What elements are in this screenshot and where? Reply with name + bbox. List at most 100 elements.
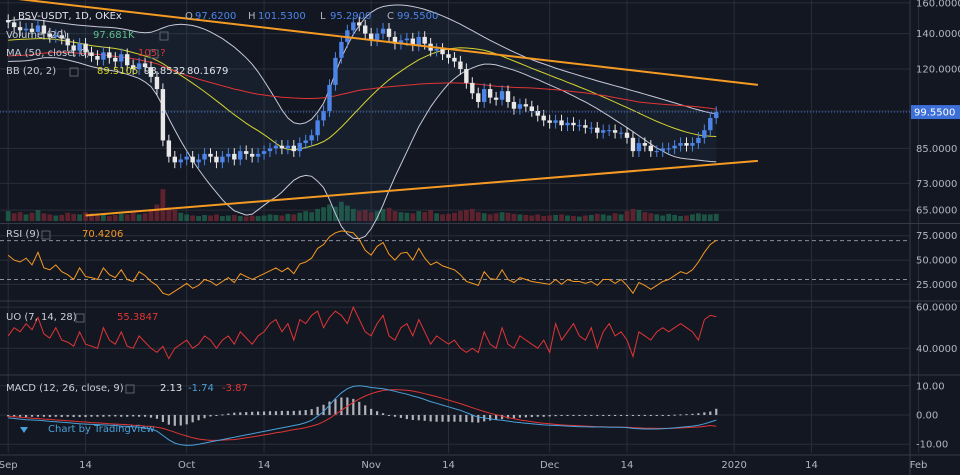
- candle: [511, 96, 517, 115]
- macd-hist-bar: [221, 414, 224, 416]
- last-price-badge: [911, 105, 960, 120]
- candle: [386, 23, 392, 43]
- legend-settings-icon[interactable]: [159, 31, 169, 41]
- macd-hist-bar: [536, 415, 539, 417]
- candle: [559, 114, 564, 132]
- candle-body: [71, 45, 76, 51]
- macd-line: [8, 385, 717, 446]
- macd-hist-bar: [709, 411, 712, 415]
- macd-hist-bar: [471, 415, 474, 423]
- candle-body: [612, 130, 618, 133]
- macd-hist-bar: [274, 411, 278, 415]
- candle-body: [601, 130, 606, 133]
- candle: [6, 14, 11, 29]
- candle-body: [226, 153, 231, 157]
- volume-bar: [666, 213, 672, 221]
- candle-body: [160, 89, 166, 141]
- candle-body: [89, 52, 94, 57]
- macd-hist-bar: [84, 415, 87, 418]
- volume-bar: [59, 214, 65, 221]
- candle: [291, 140, 296, 157]
- candle-body: [178, 159, 183, 163]
- volume-bar: [481, 213, 487, 221]
- volume-bar: [148, 210, 154, 221]
- candle-body: [184, 156, 189, 160]
- candle: [125, 48, 130, 72]
- candle: [107, 46, 112, 64]
- candle-body: [83, 43, 88, 53]
- volume-bar: [428, 210, 434, 221]
- candle-body: [249, 153, 255, 157]
- macd-hist-bar: [399, 415, 402, 418]
- volume-bar: [499, 212, 505, 221]
- time-tick-label: Oct: [178, 460, 195, 471]
- macd-hist-bar: [542, 415, 545, 417]
- candle-body: [65, 38, 70, 46]
- candle: [59, 29, 64, 45]
- macd-hist-bar: [161, 415, 164, 423]
- macd-hist-bar: [257, 411, 260, 415]
- legend-settings-icon[interactable]: [69, 67, 79, 77]
- candle-body: [238, 151, 243, 160]
- macd-hist-bar: [13, 415, 16, 417]
- volume-bar: [434, 213, 439, 221]
- volume-bar: [684, 215, 689, 221]
- candle: [642, 137, 648, 152]
- candle-body: [523, 104, 529, 107]
- candle-body: [583, 125, 588, 128]
- price-tick-label: 85.0000: [916, 144, 957, 155]
- volume-bar: [523, 214, 529, 221]
- candle-body: [166, 140, 172, 157]
- macd-hist-bar: [358, 401, 361, 415]
- legend-settings-icon[interactable]: [75, 313, 85, 323]
- macd-hist-bar: [649, 415, 652, 416]
- candle: [654, 145, 659, 157]
- macd-hist-bar: [114, 415, 117, 417]
- candle-body: [196, 159, 201, 163]
- candle: [487, 83, 493, 104]
- volume-bar: [654, 214, 660, 221]
- candle-body: [470, 82, 475, 94]
- macd-hist-bar: [48, 415, 51, 418]
- candle-body: [172, 156, 177, 163]
- candle: [29, 23, 35, 38]
- volume-bar: [648, 213, 654, 221]
- macd-hist-bar: [661, 415, 664, 416]
- macd-hist-bar: [625, 415, 629, 416]
- macd-hist-bar: [608, 415, 611, 416]
- volume-bar: [511, 213, 517, 221]
- volume-bar: [636, 210, 642, 221]
- volume-bar: [214, 214, 219, 221]
- volume-bar: [398, 212, 404, 221]
- candle: [142, 57, 148, 73]
- legend-settings-icon[interactable]: [125, 384, 135, 394]
- candle: [65, 32, 70, 52]
- candle: [249, 148, 255, 163]
- macd-hist-bar: [19, 415, 22, 417]
- volume-bar: [255, 216, 261, 221]
- volume-legend-value: 97.681K: [93, 30, 135, 41]
- volume-bar: [594, 213, 600, 221]
- macd-hist-bar: [512, 415, 516, 419]
- bb-upper-line: [8, 4, 717, 125]
- candle: [505, 85, 511, 108]
- volume-bar: [303, 211, 309, 221]
- candle-body: [410, 38, 415, 46]
- volume-bar: [208, 215, 213, 221]
- volume-bar: [17, 212, 23, 221]
- volume-bar: [118, 213, 124, 221]
- candle-body: [434, 48, 439, 51]
- macd-hist-bar: [90, 415, 93, 417]
- candle-body: [380, 28, 386, 34]
- candle: [380, 23, 386, 40]
- candle-body: [214, 156, 219, 163]
- ohlc-label: H: [248, 11, 256, 22]
- candle: [220, 150, 225, 169]
- volume-bar: [380, 208, 386, 221]
- candle-body: [273, 145, 279, 149]
- macd-hist-bar: [429, 415, 432, 422]
- candle: [714, 106, 719, 124]
- legend-settings-icon[interactable]: [149, 49, 159, 59]
- legend-settings-icon[interactable]: [41, 230, 51, 240]
